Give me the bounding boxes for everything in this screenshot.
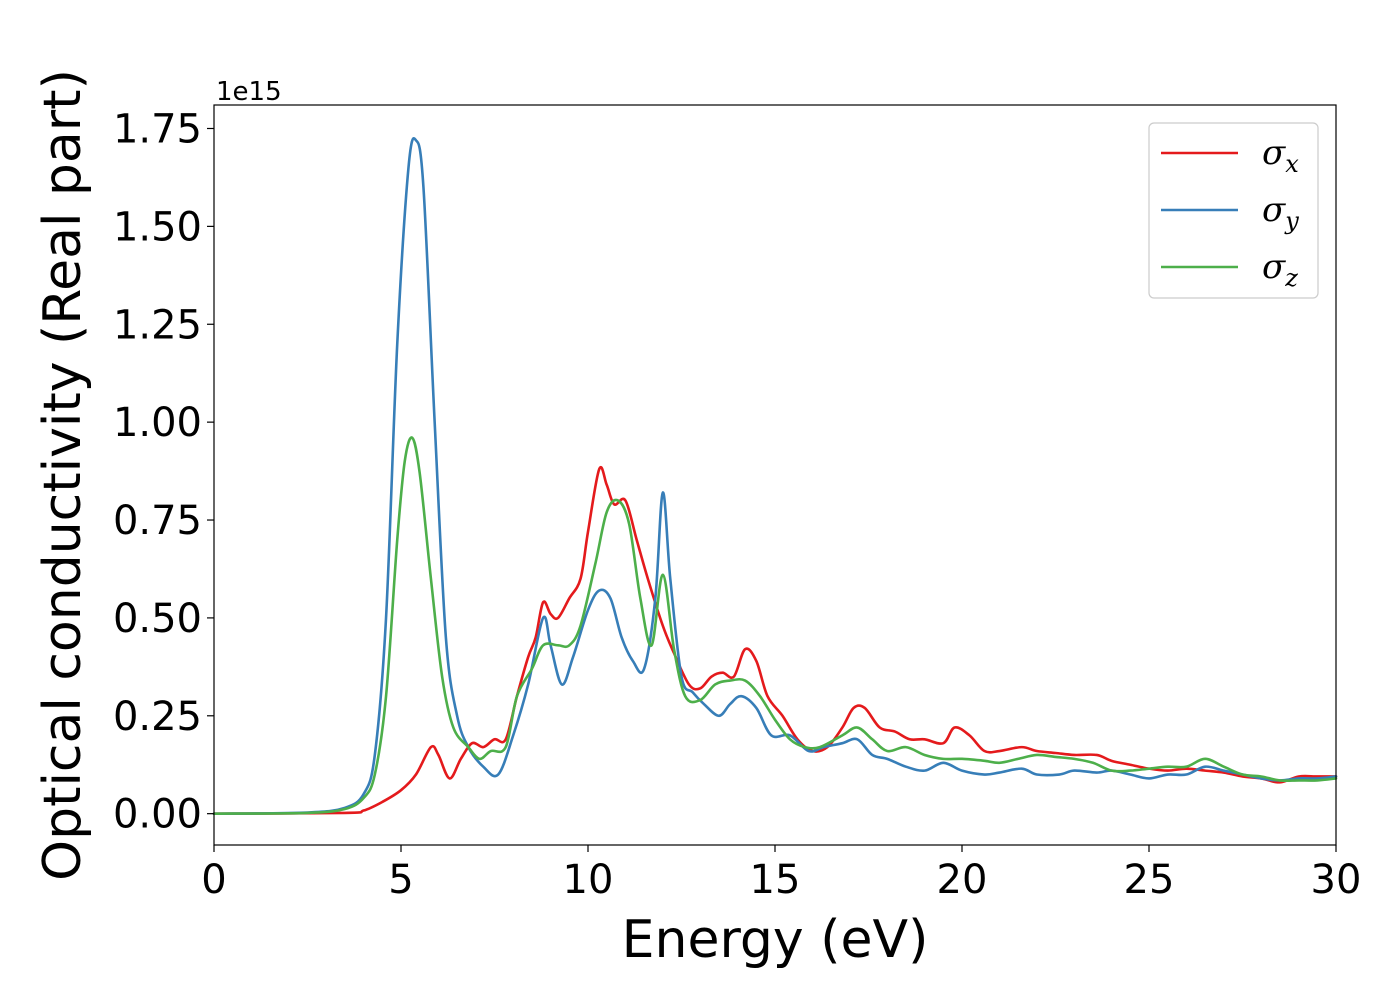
- y-axis-ticks: 0.00 0.25 0.50 0.75 1.00 1.25 1.50 1.75: [113, 106, 214, 838]
- y-tick-label: 0.00: [113, 792, 202, 838]
- x-axis-title: Energy (eV): [622, 910, 929, 970]
- y-tick-label: 1.00: [113, 400, 202, 446]
- y-offset-label: 1e15: [216, 77, 282, 107]
- x-tick-label: 5: [388, 857, 413, 903]
- x-tick-label: 0: [201, 857, 226, 903]
- series-line-x: [212, 466, 1338, 815]
- y-tick-label: 1.25: [113, 302, 202, 348]
- y-tick-label: 0.50: [113, 596, 202, 642]
- y-tick-label: 1.75: [113, 106, 202, 152]
- series-line-z: [212, 436, 1338, 815]
- y-axis-title: Optical conductivity (Real part): [33, 69, 93, 881]
- y-tick-label: 0.75: [113, 498, 202, 544]
- x-axis-ticks: 0 5 10 15 20 25 30: [201, 845, 1361, 903]
- x-tick-label: 25: [1124, 857, 1175, 903]
- legend-label-x: σx: [1262, 133, 1299, 178]
- legend-label-y: σy: [1262, 190, 1299, 235]
- x-tick-label: 30: [1311, 857, 1362, 903]
- x-tick-label: 20: [937, 857, 988, 903]
- series-layer: [212, 137, 1338, 815]
- x-tick-label: 15: [750, 857, 801, 903]
- x-tick-label: 10: [563, 857, 614, 903]
- legend: σx σy σz: [1148, 122, 1319, 299]
- y-tick-label: 0.25: [113, 694, 202, 740]
- legend-label-z: σz: [1262, 247, 1298, 292]
- y-tick-label: 1.50: [113, 204, 202, 250]
